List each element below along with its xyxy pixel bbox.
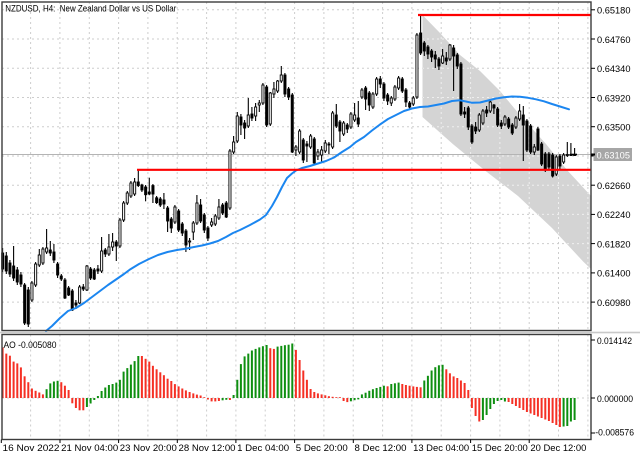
svg-text:23 Nov 20:00: 23 Nov 20:00 xyxy=(120,443,177,453)
svg-text:28 Nov 12:00: 28 Nov 12:00 xyxy=(179,443,236,453)
svg-text:NZDUSD, H4: New Zealand Dolla: NZDUSD, H4: New Zealand Dollar vs US Dol… xyxy=(5,4,176,14)
svg-text:13 Dec 04:00: 13 Dec 04:00 xyxy=(413,443,469,453)
svg-text:15 Dec 20:00: 15 Dec 20:00 xyxy=(472,443,528,453)
svg-text:AO -0.005080: AO -0.005080 xyxy=(4,340,57,350)
svg-text:1 Dec 04:00: 1 Dec 04:00 xyxy=(237,443,289,453)
svg-text:8 Dec 12:00: 8 Dec 12:00 xyxy=(355,443,407,453)
svg-text:0.014142: 0.014142 xyxy=(597,336,632,346)
svg-text:0.63105: 0.63105 xyxy=(597,150,631,160)
svg-text:5 Dec 20:00: 5 Dec 20:00 xyxy=(296,443,348,453)
svg-text:-0.008576: -0.008576 xyxy=(595,427,634,437)
svg-text:0.000000: 0.000000 xyxy=(597,394,633,404)
svg-text:21 Nov 04:00: 21 Nov 04:00 xyxy=(61,443,118,453)
svg-text:0.61400: 0.61400 xyxy=(597,269,631,279)
svg-text:0.64760: 0.64760 xyxy=(597,35,631,45)
svg-text:0.63500: 0.63500 xyxy=(597,123,631,133)
svg-text:0.61820: 0.61820 xyxy=(597,239,631,249)
svg-text:0.65180: 0.65180 xyxy=(597,6,631,16)
svg-text:0.63920: 0.63920 xyxy=(597,93,631,103)
svg-text:16 Nov 2022: 16 Nov 2022 xyxy=(3,443,60,453)
svg-text:20 Dec 12:00: 20 Dec 12:00 xyxy=(530,443,586,453)
svg-text:0.62240: 0.62240 xyxy=(597,210,631,220)
svg-text:0.62660: 0.62660 xyxy=(597,181,631,191)
svg-text:0.60980: 0.60980 xyxy=(597,298,631,308)
svg-text:0.64340: 0.64340 xyxy=(597,64,631,74)
